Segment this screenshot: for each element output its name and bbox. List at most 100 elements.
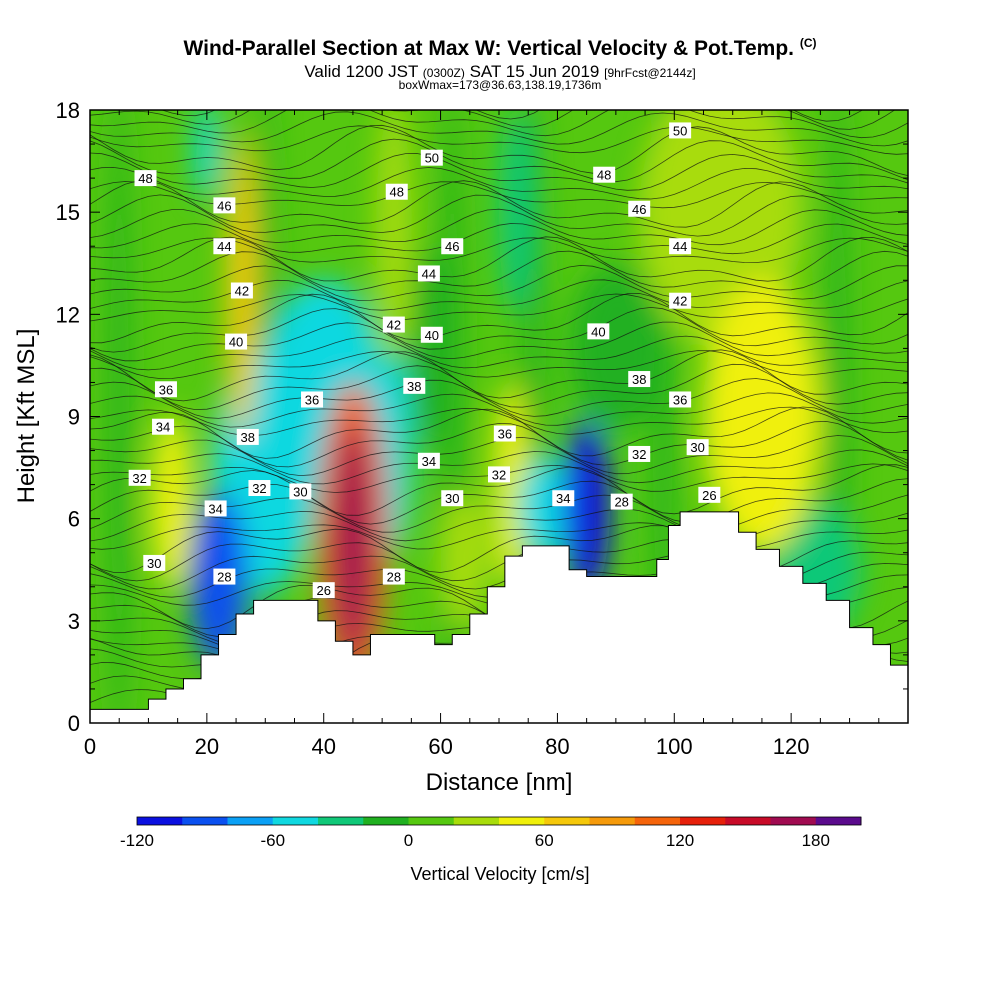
x-tick-label: 40 — [311, 734, 335, 759]
theta-contour-line — [90, 223, 908, 255]
theta-label: 40 — [420, 326, 443, 343]
colorbar-swatch — [770, 817, 817, 825]
theta-label-text: 34 — [156, 420, 170, 435]
box-info: boxWmax=173@36.63,138.19,1736m — [398, 78, 602, 92]
y-tick-label: 18 — [56, 98, 80, 123]
theta-label: 32 — [488, 466, 510, 483]
theta-label-text: 44 — [673, 239, 687, 254]
theta-label: 32 — [128, 469, 151, 486]
theta-label-text: 28 — [387, 570, 401, 585]
x-tick-label: 20 — [195, 734, 219, 759]
theta-label: 34 — [552, 490, 575, 507]
velocity-cell — [376, 110, 412, 366]
theta-label: 26 — [698, 486, 721, 503]
theta-label: 34 — [204, 500, 227, 517]
theta-label-text: 40 — [425, 328, 439, 343]
x-tick-label: 0 — [84, 734, 96, 759]
velocity-cell — [151, 413, 193, 591]
theta-label-text: 42 — [235, 283, 249, 298]
colorbar-swatch — [363, 817, 409, 825]
theta-label-bg — [488, 466, 510, 483]
theta-label-text: 46 — [217, 198, 231, 213]
colorbar-tick-label: -120 — [120, 831, 154, 850]
theta-label: 44 — [669, 238, 692, 255]
velocity-band — [107, 110, 131, 723]
theta-label-bg — [441, 490, 464, 507]
colorbar-swatch — [680, 817, 726, 825]
theta-label-bg — [385, 183, 408, 200]
theta-label: 40 — [225, 333, 248, 350]
velocity-cell — [516, 457, 575, 560]
theta-contour-line — [90, 350, 908, 380]
theta-label-text: 34 — [556, 491, 570, 506]
theta-label: 38 — [236, 428, 259, 445]
theta-contour-line — [90, 125, 908, 155]
theta-label-bg — [552, 490, 575, 507]
theta-label: 42 — [230, 282, 253, 299]
theta-contour-line — [90, 406, 908, 437]
colorbar-swatch — [227, 817, 274, 825]
theta-label: 48 — [385, 183, 408, 200]
colorbar-swatch — [182, 817, 228, 825]
theta-label-text: 40 — [229, 335, 243, 350]
theta-label: 28 — [382, 568, 405, 585]
theta-label-bg — [382, 568, 405, 585]
theta-contour-line — [90, 110, 896, 130]
theta-label: 44 — [417, 265, 440, 282]
theta-contour-line — [90, 292, 908, 344]
colorbar: -120 -60 0 60 120 180 — [120, 816, 862, 850]
colorbar-swatch — [634, 817, 681, 825]
theta-label-text: 48 — [390, 185, 404, 200]
theta-label-text: 28 — [217, 570, 231, 585]
theta-contour-line — [90, 152, 908, 191]
theta-label-bg — [669, 292, 692, 309]
theta-label: 30 — [686, 439, 709, 456]
theta-label: 30 — [289, 483, 312, 500]
theta-label: 40 — [587, 323, 610, 340]
theta-label-text: 36 — [159, 382, 173, 397]
theta-label-bg — [213, 197, 236, 214]
theta-label-text: 42 — [673, 294, 687, 309]
theta-label-bg — [593, 166, 616, 183]
chart-subtitle: Valid 1200 JST (0300Z) SAT 15 Jun 2019 [… — [0, 62, 1000, 82]
theta-label-bg — [420, 326, 443, 343]
colorbar-tick-label: 60 — [535, 831, 554, 850]
theta-label-bg — [204, 500, 227, 517]
forecast-info: [9hrFcst@2144z] — [604, 66, 696, 80]
theta-label-bg — [441, 238, 464, 255]
theta-label-text: 38 — [407, 379, 421, 394]
theta-label-bg — [301, 391, 324, 408]
theta-label: 46 — [441, 238, 464, 255]
colorbar-swatch — [408, 817, 455, 825]
theta-contour-line — [90, 478, 908, 525]
theta-contour-line — [90, 264, 908, 301]
theta-contour-line — [90, 406, 908, 459]
theta-contour-line — [90, 335, 908, 371]
theta-label-bg — [610, 493, 633, 510]
theta-label: 36 — [301, 391, 324, 408]
theta-contour-line — [90, 508, 908, 542]
x-axis: 0 20 40 60 80 100 120 — [84, 110, 909, 759]
theta-label: 44 — [213, 238, 236, 255]
theta-label: 34 — [152, 418, 175, 435]
theta-label-text: 36 — [673, 392, 687, 407]
theta-contour-line — [90, 250, 908, 292]
colorbar-swatch — [137, 817, 183, 825]
theta-label-bg — [128, 469, 151, 486]
theta-contour-line — [90, 166, 908, 200]
velocity-cell — [195, 110, 219, 202]
valid-date: SAT 15 Jun 2019 — [469, 62, 600, 81]
theta-label-text: 32 — [492, 467, 506, 482]
theta-label-bg — [289, 483, 312, 500]
colorbar-swatch — [272, 817, 319, 825]
theta-label-bg — [152, 418, 175, 435]
theta-label-text: 26 — [316, 583, 330, 598]
theta-label-bg — [236, 428, 259, 445]
theta-label-bg — [403, 377, 426, 394]
theta-contour-line — [90, 378, 908, 419]
theta-label-bg — [587, 323, 610, 340]
theta-label-bg — [154, 381, 177, 398]
theta-label-bg — [230, 282, 253, 299]
velocity-cell — [703, 280, 821, 553]
theta-label-bg — [628, 200, 651, 217]
